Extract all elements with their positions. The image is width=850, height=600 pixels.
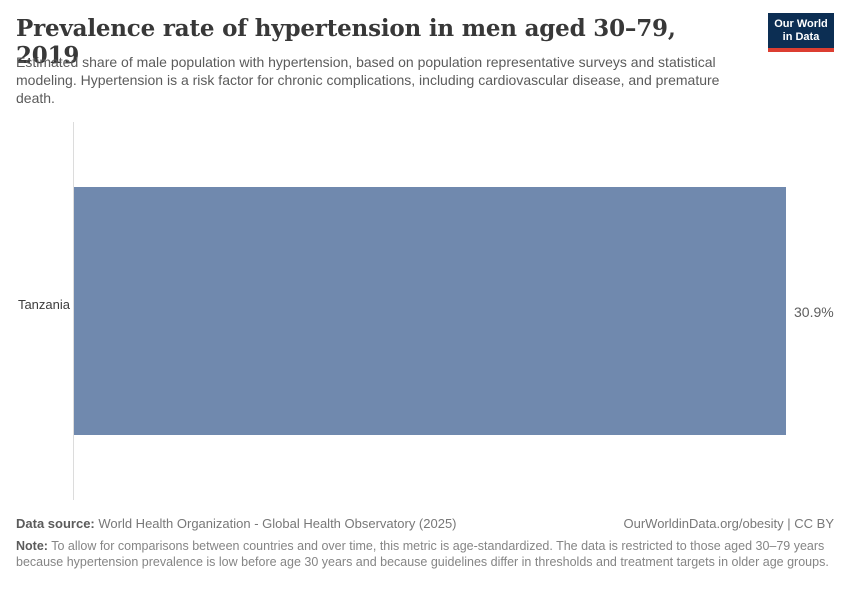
bar-chart — [0, 122, 850, 500]
data-source-line: Data source: World Health Organization -… — [16, 516, 457, 531]
value-label-tanzania: 30.9% — [794, 304, 834, 320]
data-source-label: Data source: — [16, 516, 95, 531]
owid-logo-line2: in Data — [782, 31, 820, 43]
chart-subtitle: Estimated share of male population with … — [16, 54, 720, 106]
owid-license-link[interactable]: OurWorldinData.org/obesity | CC BY — [623, 516, 835, 531]
owid-logo: Our World in Data — [768, 13, 834, 52]
bar-tanzania[interactable] — [74, 187, 786, 435]
y-axis-line — [73, 122, 74, 500]
footer-row: Data source: World Health Organization -… — [16, 516, 834, 531]
note-label: Note: — [16, 539, 48, 553]
plot-area — [74, 122, 786, 500]
data-source-text: World Health Organization - Global Healt… — [94, 516, 457, 531]
note-text: To allow for comparisons between countri… — [16, 539, 829, 569]
footer-note: Note: To allow for comparisons between c… — [16, 538, 836, 570]
category-label-tanzania: Tanzania — [17, 297, 70, 312]
owid-logo-line1: Our World — [774, 18, 828, 30]
chart-title: Prevalence rate of hypertension in men a… — [16, 15, 676, 69]
